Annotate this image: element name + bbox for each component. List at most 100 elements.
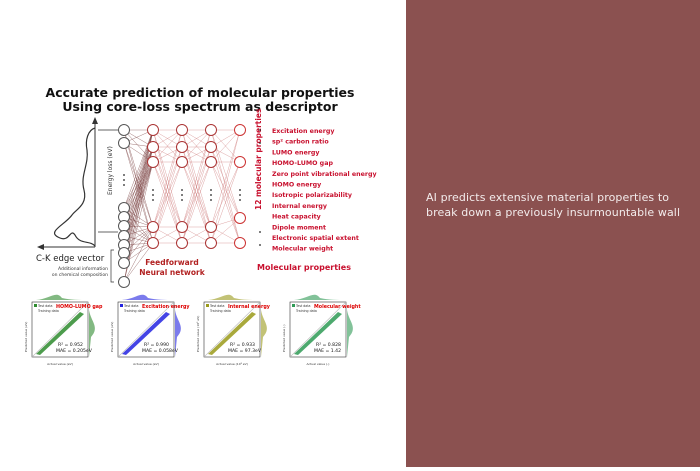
marginal-histogram xyxy=(89,310,95,357)
side-label: 12 molecular properties xyxy=(254,108,263,210)
headline-panel: AI predicts extensive material propertie… xyxy=(406,0,700,467)
marginal-histogram xyxy=(261,310,267,357)
network-edge xyxy=(123,129,154,264)
plot-xlabel: Actual value (10³ eV) xyxy=(216,362,248,366)
network-node xyxy=(205,221,217,233)
network-edge xyxy=(123,129,154,209)
network-node xyxy=(234,237,246,249)
legend-test: Test data xyxy=(37,304,53,308)
ellipsis-dot xyxy=(123,179,125,181)
ellipsis-dot xyxy=(152,199,154,201)
property-label: sp² carbon ratio xyxy=(272,139,329,146)
network-edge xyxy=(123,129,154,163)
molecular-properties-figure: Accurate prediction of molecular propert… xyxy=(24,85,377,366)
ellipsis-dot xyxy=(210,189,212,191)
additional-info-line2: on chemical composition xyxy=(52,272,108,278)
network-node xyxy=(176,124,188,136)
figure-title-line2: Using core-loss spectrum as descriptor xyxy=(62,99,338,114)
ellipsis-dot xyxy=(210,199,212,201)
scatter-points xyxy=(208,312,256,355)
network-node xyxy=(118,247,130,259)
r2-value: R² = 0.828 xyxy=(316,342,341,348)
network-node xyxy=(147,124,159,136)
property-label: Molecular weight xyxy=(272,246,333,253)
network-node xyxy=(147,156,159,168)
network-node xyxy=(147,221,159,233)
r2-value: R² = 0.933 xyxy=(230,342,255,348)
legend-swatch-icon xyxy=(34,304,37,307)
scatter-points xyxy=(122,312,170,355)
figure-title-line1: Accurate prediction of molecular propert… xyxy=(46,85,355,100)
network-nodes xyxy=(118,124,246,288)
ellipsis-dot xyxy=(239,194,241,196)
network-edge xyxy=(123,161,154,246)
network-node xyxy=(205,124,217,136)
figure-panel: Accurate prediction of molecular propert… xyxy=(24,85,377,366)
network-node xyxy=(118,124,130,136)
network-edge xyxy=(181,129,212,163)
network-node xyxy=(176,221,188,233)
mae-value: MAE = 1.42 xyxy=(314,348,341,354)
ellipsis-dot xyxy=(123,184,125,186)
marginal-histogram xyxy=(36,294,88,300)
plot-title: Excitation energy xyxy=(142,304,190,310)
network-edge xyxy=(210,129,241,163)
scatter-points xyxy=(36,312,84,355)
headline-line1: AI predicts extensive material propertie… xyxy=(426,191,670,204)
property-label: Zero point vibrational energy xyxy=(272,171,377,178)
ellipsis-dot xyxy=(259,142,261,144)
input-label: C-K edge vector xyxy=(36,254,105,264)
plot-xlabel: Actual value (-) xyxy=(307,362,330,366)
plot-title: Internal energy xyxy=(228,304,271,310)
legend-test: Test data xyxy=(295,304,311,308)
marginal-histogram xyxy=(208,294,260,300)
axis-arrow-icon xyxy=(37,244,44,250)
network-edge xyxy=(210,146,241,219)
ellipsis-dot xyxy=(123,174,125,176)
network-node xyxy=(147,237,159,249)
network-label-line2: Neural network xyxy=(139,268,205,277)
legend-train: Training data xyxy=(209,309,231,313)
axis-arrow-icon xyxy=(92,117,98,124)
marginal-histogram xyxy=(347,310,353,357)
r2-value: R² = 0.952 xyxy=(58,342,83,348)
network-node xyxy=(234,156,246,168)
legend-swatch-icon xyxy=(206,304,209,307)
additional-info-line1: Additional information xyxy=(58,266,108,272)
plot-ylabel: Predicted value (10³ eV) xyxy=(196,316,200,352)
network-node xyxy=(234,212,246,224)
legend-swatch-icon xyxy=(120,304,123,307)
ellipsis-dot xyxy=(259,129,261,131)
legend-train: Training data xyxy=(295,309,317,313)
output-label: Molecular properties xyxy=(257,263,351,272)
plot-ylabel: Predicted value (eV) xyxy=(110,322,114,352)
spectrum-plot: Energy loss (eV) xyxy=(37,117,118,250)
ellipsis-dot xyxy=(152,189,154,191)
ellipsis-dot xyxy=(259,244,261,246)
network-edge xyxy=(210,161,241,228)
plot-xlabel: Actual value (eV) xyxy=(133,362,159,366)
ellipsis-dot xyxy=(210,194,212,196)
network-edge xyxy=(123,129,154,283)
r2-value: R² = 0.990 xyxy=(144,342,169,348)
ellipsis-dot xyxy=(181,189,183,191)
network-edge xyxy=(210,161,241,219)
marginal-histogram xyxy=(175,310,181,357)
property-label: Internal energy xyxy=(272,203,327,210)
network-node xyxy=(118,220,130,232)
legend-test: Test data xyxy=(209,304,225,308)
legend-test: Test data xyxy=(123,304,139,308)
identity-line xyxy=(289,301,347,358)
ellipsis-dot xyxy=(152,194,154,196)
property-label: Dipole moment xyxy=(272,224,326,231)
network-node xyxy=(205,141,217,153)
scatter-points xyxy=(294,312,342,355)
property-label: Excitation energy xyxy=(272,128,334,135)
network-node xyxy=(118,137,130,149)
marginal-histogram xyxy=(294,294,346,300)
ellipsis-dot xyxy=(239,199,241,201)
network-node xyxy=(176,156,188,168)
